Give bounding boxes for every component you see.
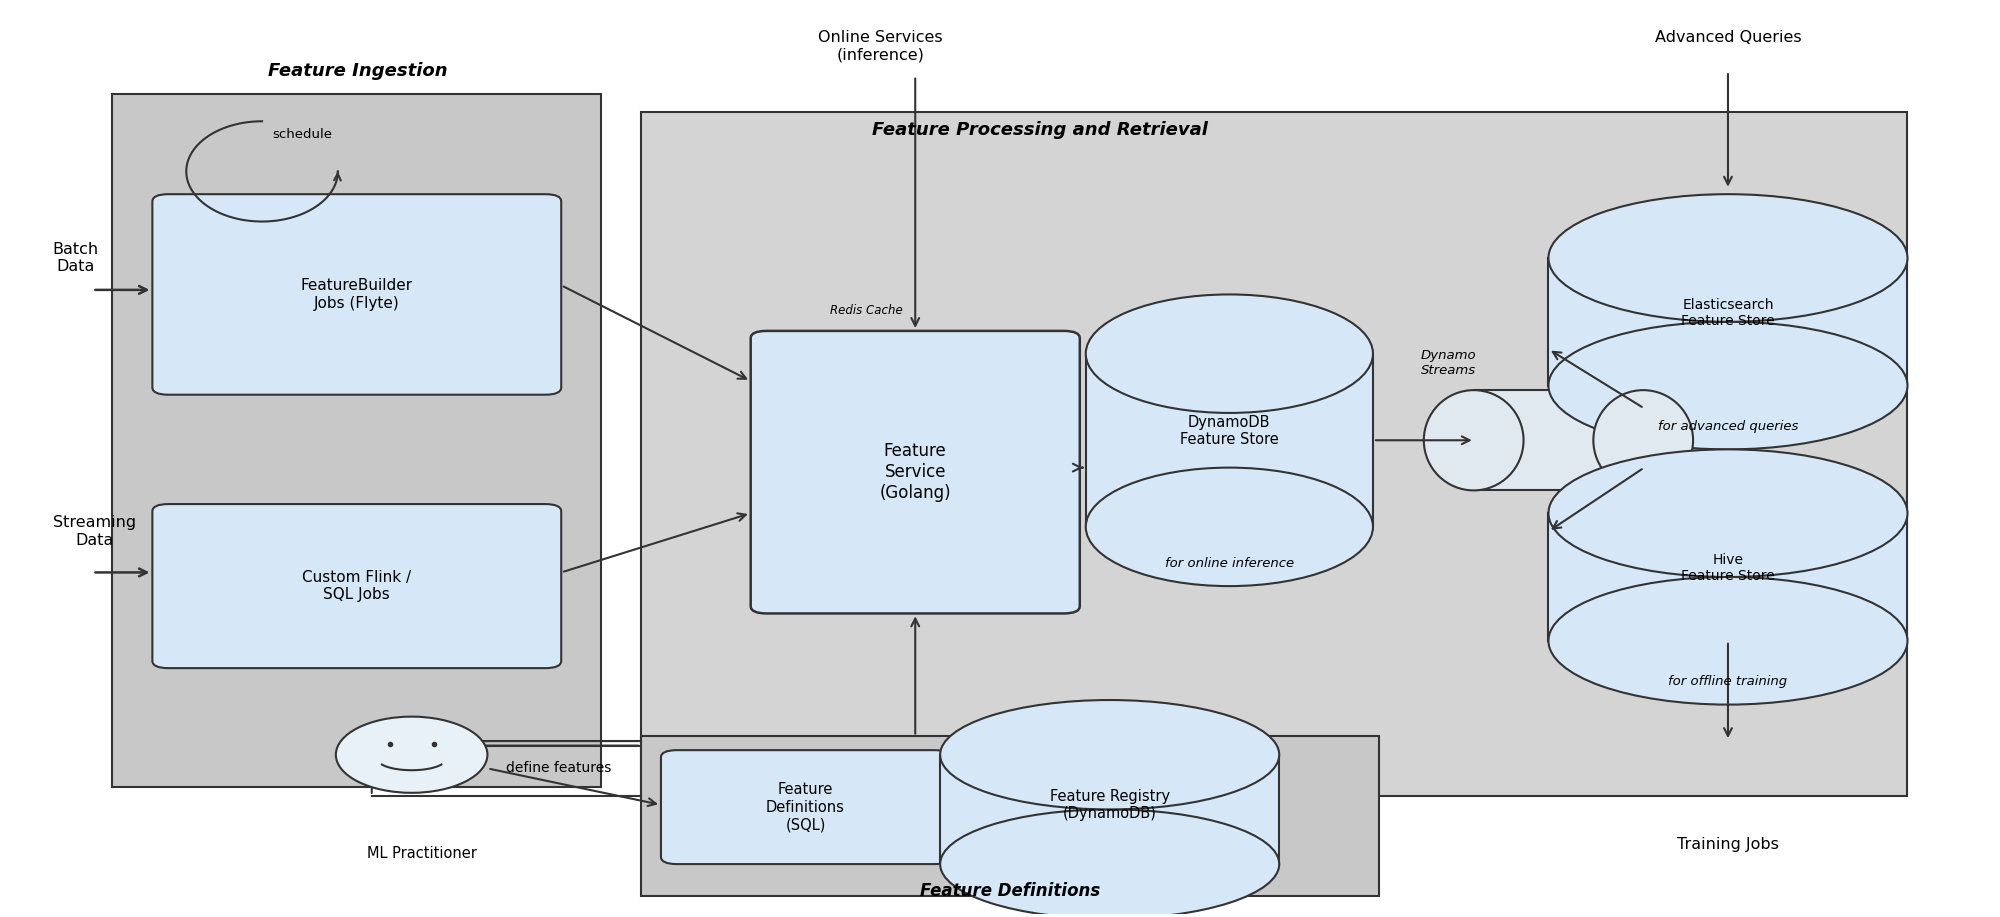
- Text: Dynamo
Streams: Dynamo Streams: [1420, 348, 1476, 377]
- Text: DynamoDB
Feature Store: DynamoDB Feature Store: [1180, 415, 1278, 447]
- Text: define features: define features: [506, 761, 612, 776]
- Text: for offline training: for offline training: [1668, 675, 1788, 689]
- Ellipse shape: [940, 700, 1280, 810]
- Text: FeatureBuilder
Jobs (Flyte): FeatureBuilder Jobs (Flyte): [300, 278, 412, 311]
- Text: Redis Cache: Redis Cache: [830, 304, 904, 317]
- Bar: [1548, 514, 1908, 641]
- FancyBboxPatch shape: [660, 750, 950, 864]
- Bar: [1548, 258, 1908, 385]
- Ellipse shape: [1424, 390, 1524, 491]
- Bar: [1474, 390, 1644, 491]
- Text: Streaming
Data: Streaming Data: [52, 515, 136, 547]
- FancyBboxPatch shape: [152, 504, 562, 668]
- Ellipse shape: [1548, 194, 1908, 322]
- Ellipse shape: [336, 716, 488, 793]
- FancyBboxPatch shape: [152, 194, 562, 394]
- Bar: [640, 736, 1378, 896]
- Ellipse shape: [1548, 322, 1908, 449]
- Bar: [112, 94, 602, 787]
- Bar: [1086, 354, 1372, 527]
- Ellipse shape: [1086, 294, 1372, 413]
- Text: Feature Ingestion: Feature Ingestion: [268, 62, 448, 80]
- Text: Elasticsearch
Feature Store: Elasticsearch Feature Store: [1682, 298, 1774, 327]
- Ellipse shape: [1548, 577, 1908, 704]
- FancyBboxPatch shape: [750, 331, 1080, 613]
- Bar: [940, 755, 1280, 864]
- Text: Online Services
(inference): Online Services (inference): [818, 30, 942, 62]
- Text: Training Jobs: Training Jobs: [1678, 836, 1778, 852]
- Ellipse shape: [1594, 390, 1694, 491]
- Text: for online inference: for online inference: [1164, 557, 1294, 569]
- Ellipse shape: [1548, 449, 1908, 577]
- Text: Feature Processing and Retrieval: Feature Processing and Retrieval: [872, 121, 1208, 139]
- Ellipse shape: [1086, 468, 1372, 586]
- Text: Feature
Definitions
(SQL): Feature Definitions (SQL): [766, 782, 844, 832]
- Text: Hive
Feature Store: Hive Feature Store: [1682, 553, 1774, 583]
- Text: Custom Flink /
SQL Jobs: Custom Flink / SQL Jobs: [302, 569, 412, 602]
- Text: Batch
Data: Batch Data: [52, 242, 98, 274]
- Text: Feature
Service
(Golang): Feature Service (Golang): [880, 442, 952, 502]
- Text: schedule: schedule: [272, 128, 332, 141]
- Bar: [640, 112, 1908, 796]
- Text: Advanced Queries: Advanced Queries: [1654, 30, 1802, 45]
- Text: Feature Definitions: Feature Definitions: [920, 882, 1100, 900]
- Ellipse shape: [940, 810, 1280, 917]
- Text: ML Practitioner: ML Practitioner: [366, 845, 476, 861]
- Text: for advanced queries: for advanced queries: [1658, 420, 1798, 433]
- Text: Feature Registry
(DynamoDB): Feature Registry (DynamoDB): [1050, 789, 1170, 821]
